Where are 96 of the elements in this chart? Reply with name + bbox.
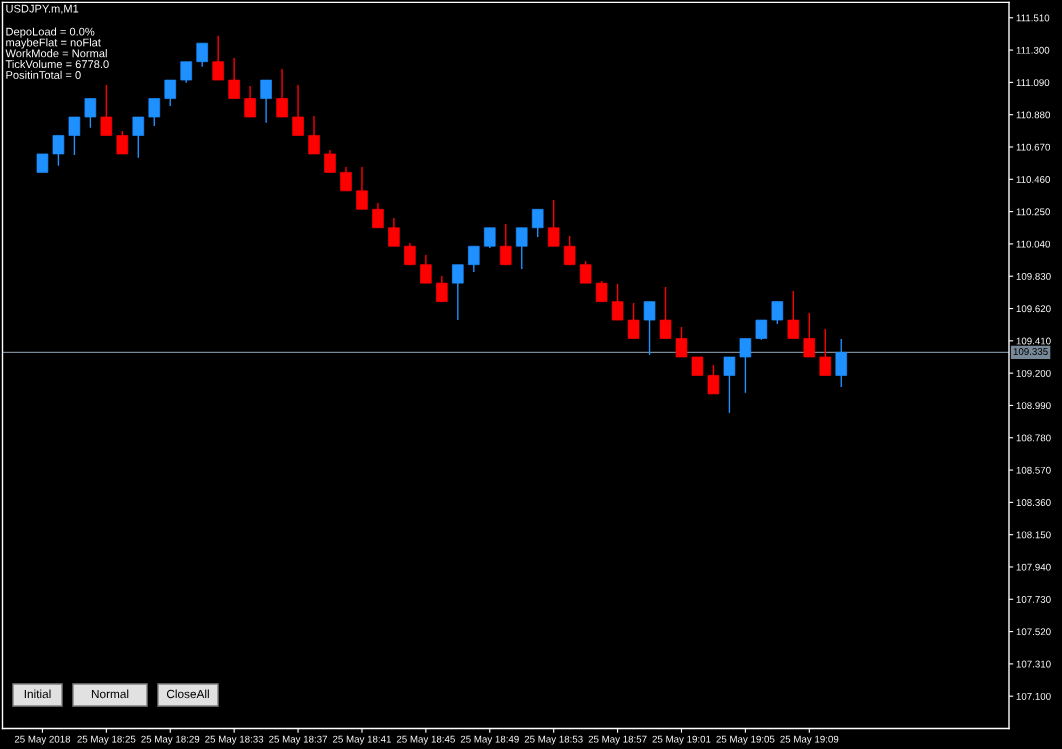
candlestick [819, 328, 832, 377]
candlestick [196, 42, 208, 68]
candlestick [212, 35, 224, 81]
annotation: DepoLoad = 0.0% [6, 27, 95, 38]
candlestick [356, 166, 368, 211]
candlestick [659, 286, 672, 340]
x-tick-label: 25 May 18:37 [269, 735, 328, 745]
y-tick-label: 107.310 [1016, 660, 1051, 668]
candlestick [452, 263, 464, 321]
annotation: PositinTotal = 0 [6, 70, 81, 79]
candlestick [180, 60, 193, 84]
candlestick [116, 130, 129, 155]
candlestick [787, 290, 800, 340]
candlestick [404, 242, 416, 266]
candlestick [803, 312, 816, 358]
candlestick [164, 79, 177, 107]
y-tick-label: 108.780 [1016, 434, 1051, 442]
candlestick [579, 260, 592, 284]
x-tick-label: 25 May 18:29 [141, 735, 200, 745]
y-tick-label: 108.360 [1016, 499, 1051, 506]
candlestick [148, 97, 161, 127]
candlestick [260, 79, 272, 124]
y-tick-label: 109.830 [1016, 272, 1051, 280]
candlestick [324, 149, 336, 174]
y-tick-label: 108.150 [1016, 531, 1051, 539]
annotation: CloseAll [166, 689, 209, 699]
candlestick [595, 280, 608, 303]
ref-line-label: 109.335 [1013, 348, 1048, 355]
candlestick [372, 202, 384, 229]
candlestick [436, 275, 448, 303]
candlestick [244, 85, 256, 118]
x-tick-label: 25 May 18:33 [205, 735, 264, 745]
candlestick [835, 338, 848, 388]
candlestick [276, 68, 288, 118]
candlestick [707, 364, 720, 395]
x-tick-label: 25 May 18:41 [333, 735, 391, 745]
candlestick [132, 116, 145, 159]
y-tick-label: 107.940 [1016, 563, 1051, 571]
candlestick [691, 356, 704, 377]
annotation: Normal [91, 689, 129, 699]
candlestick [723, 356, 736, 414]
candlestick [84, 97, 97, 129]
candlestick [468, 245, 480, 273]
y-tick-label: 107.100 [1016, 692, 1051, 700]
y-tick-label: 108.990 [1016, 402, 1051, 410]
x-tick-label: 25 May 18:45 [396, 735, 455, 745]
candlestick [755, 319, 768, 341]
y-tick-label: 109.410 [1016, 337, 1051, 345]
candlestick [420, 254, 432, 284]
x-tick-label: 25 May 19:01 [652, 735, 711, 745]
annotation: maybeFlat = noFlat [6, 38, 101, 49]
candlestick [739, 337, 752, 394]
candlestick [499, 223, 512, 266]
y-tick-label: 110.880 [1016, 111, 1050, 119]
y-tick-label: 107.730 [1016, 596, 1051, 603]
x-tick-label: 25 May 18:25 [77, 735, 136, 745]
candlestick [483, 227, 496, 249]
y-tick-label: 111.300 [1016, 46, 1050, 54]
candlestick [100, 84, 113, 137]
candlestick [308, 115, 320, 155]
candlestick [627, 302, 640, 340]
annotation: WorkMode = Normal [5, 49, 107, 58]
candlestick [675, 326, 688, 358]
x-tick-label: 25 May 19:05 [716, 735, 775, 745]
annotation: TickVolume = 6778.0 [5, 59, 109, 69]
candlestick [340, 166, 352, 192]
candlestick [36, 153, 49, 174]
candlestick [292, 84, 304, 137]
candlestick [531, 208, 544, 238]
candlestick [547, 199, 560, 247]
x-tick-label: 25 May 18:57 [588, 735, 647, 745]
chart-title: USDJPY.m,M1 [6, 4, 79, 14]
x-tick-label: 25 May 19:09 [780, 735, 839, 745]
y-tick-label: 108.570 [1016, 466, 1051, 474]
candlestick [68, 116, 81, 156]
candlestick [515, 227, 528, 270]
candlestick [228, 57, 240, 100]
candlestick [563, 235, 576, 266]
candlestick [771, 300, 784, 325]
y-tick-label: 109.620 [1016, 305, 1051, 313]
candlestick [611, 283, 624, 321]
x-tick-label: 25 May 18:49 [460, 735, 519, 745]
y-tick-label: 107.520 [1016, 628, 1051, 636]
y-tick-label: 110.250 [1016, 208, 1050, 216]
candlestick [643, 300, 656, 356]
y-tick-label: 110.460 [1016, 176, 1050, 183]
y-tick-label: 110.040 [1016, 240, 1050, 248]
x-tick-label: 25 May 18:53 [524, 735, 583, 745]
y-tick-label: 110.670 [1016, 143, 1050, 151]
candlestick [388, 217, 400, 247]
annotation: Initial [24, 689, 51, 699]
y-tick-label: 111.090 [1016, 79, 1050, 87]
x-tick-label: 25 May 2018 [14, 735, 71, 745]
y-tick-label: 109.200 [1016, 369, 1051, 377]
candlestick [52, 134, 65, 167]
y-tick-label: 111.510 [1016, 14, 1050, 22]
